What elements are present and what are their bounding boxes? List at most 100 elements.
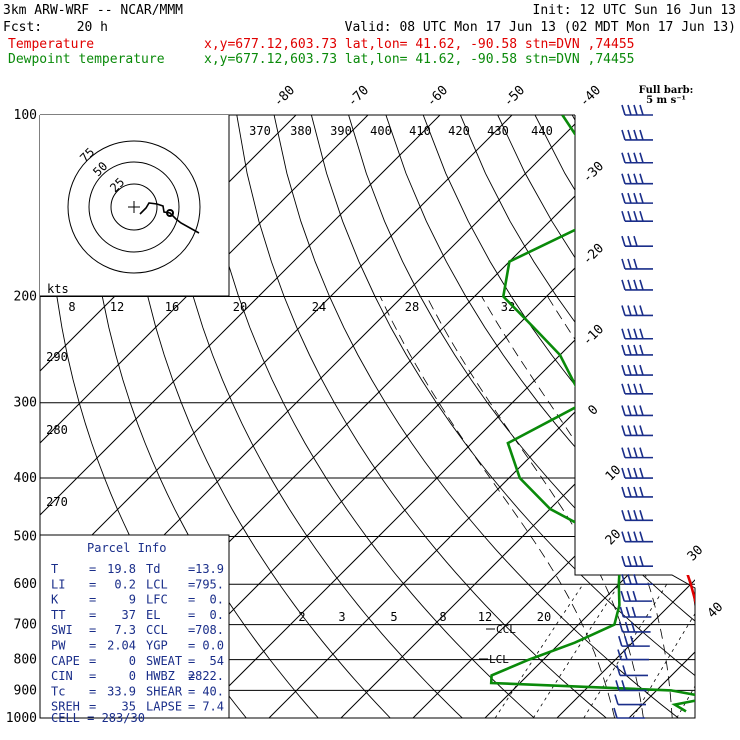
- temperature-label--50: -50: [501, 83, 528, 110]
- mixing-ratio-label-5: 5: [390, 610, 397, 624]
- wind-barb-1000: [613, 707, 645, 719]
- dry-adiabat-390: [646, 115, 695, 718]
- ccl-label: CCL: [496, 623, 516, 636]
- parcel-row-0-label-a: T: [51, 562, 58, 576]
- dry-adiabat-280: [236, 115, 623, 718]
- parcel-row-3-label-b: EL: [146, 608, 160, 622]
- barb-note-line2: 5 m s⁻¹: [646, 95, 686, 106]
- parcel-row-8-eq-a: =: [89, 684, 96, 698]
- isotherm--20: [412, 115, 695, 718]
- mixing-ratio-label-3: 3: [338, 610, 345, 624]
- parcel-row-9-label-b: LAPSE: [146, 700, 182, 714]
- parcel-row-2-eq-a: =: [89, 593, 96, 607]
- dry-adiabat-380: [609, 115, 695, 718]
- hodograph-trace: [139, 202, 200, 234]
- parcel-row-7-label-a: CIN: [51, 669, 73, 683]
- wind-barb-130: [621, 173, 653, 185]
- wind-barb-850: [616, 665, 648, 677]
- temperature-label-40: 40: [705, 600, 727, 622]
- theta-label-370: 370: [249, 124, 271, 138]
- wind-barb-315: [621, 405, 653, 417]
- parcel-row-5-value-b: 0.0: [202, 639, 224, 653]
- parcel-row-8-value-b: 40.: [202, 684, 224, 698]
- isotherm--110: [40, 115, 369, 718]
- parcel-row-6-value-b: 54: [210, 654, 224, 668]
- upper-scale-label-28: 28: [405, 300, 419, 314]
- parcel-row-6-eq-a: =: [89, 654, 96, 668]
- dry-adiabat-360: [534, 115, 695, 718]
- parcel-row-0-eq-a: =: [89, 562, 96, 576]
- temperature-location: x,y=677.12,603.73 lat,lon= 41.62, -90.58…: [204, 37, 634, 52]
- parcel-row-4-eq-b: =: [188, 623, 195, 637]
- wind-barb-900: [615, 680, 647, 692]
- theta-label-400: 400: [370, 124, 392, 138]
- dry-adiabat-400: [683, 115, 695, 718]
- theta-label-380: 380: [290, 124, 312, 138]
- upper-scale-label-12: 12: [110, 300, 124, 314]
- mixing-ratio-12: [676, 583, 695, 718]
- upper-scale-label-16: 16: [165, 300, 179, 314]
- storm-motion-marker: [166, 209, 174, 217]
- moist-adiabat-3: [547, 296, 695, 718]
- theta-label-390: 390: [330, 124, 352, 138]
- wind-barb-100: [621, 104, 653, 116]
- parcel-cell: CELL = 283/30: [51, 711, 145, 725]
- theta-left-label-270: 270: [46, 495, 68, 509]
- parcel-row-8-label-b: SHEAR: [146, 684, 183, 698]
- parcel-row-8-eq-b: =: [188, 684, 195, 698]
- wind-barb-column: [613, 104, 653, 719]
- isotherm-10: [628, 115, 695, 718]
- forecast-hour: 20 h: [77, 20, 108, 35]
- dry-adiabat-260: [161, 115, 477, 718]
- mixing-ratio-label-2: 2: [298, 610, 305, 624]
- wind-barb-180: [621, 258, 653, 270]
- hodograph-units: kts: [47, 282, 69, 296]
- hodograph-ring-75: [67, 140, 201, 274]
- pressure-label-800: 800: [14, 653, 37, 668]
- parcel-row-7-value-b: 2822.: [188, 669, 224, 683]
- wind-barb-400: [621, 467, 653, 479]
- temperature-label-10: 10: [603, 463, 625, 485]
- temperature-label--60: -60: [424, 83, 451, 110]
- parcel-row-9-eq-a: =: [89, 700, 96, 714]
- wind-barb-165: [621, 235, 653, 247]
- parcel-row-2-label-a: K: [51, 593, 59, 607]
- theta-label-440: 440: [531, 124, 553, 138]
- parcel-row-4-label-a: SWI: [51, 623, 73, 637]
- parcel-row-5-eq-b: =: [188, 639, 195, 653]
- upper-scale-label-24: 24: [312, 300, 326, 314]
- wind-barb-370: [621, 447, 653, 459]
- forecast-label: Fcst:: [3, 20, 42, 35]
- mixing-ratio-20: [735, 584, 740, 718]
- pressure-label-1000: 1000: [6, 711, 37, 726]
- parcel-row-4-eq-a: =: [89, 623, 96, 637]
- wind-barb-140: [621, 192, 653, 204]
- upper-scale-label-8: 8: [68, 300, 75, 314]
- parcel-row-3-value-a: 37: [122, 608, 136, 622]
- parcel-info-title: Parcel Info: [87, 541, 166, 555]
- wind-barb-560: [621, 555, 653, 567]
- parcel-row-6-value-a: 0: [129, 654, 136, 668]
- hodograph-inset: 75 50 25 kts: [40, 115, 230, 297]
- parcel-row-9-value-b: 7.4: [202, 700, 224, 714]
- pressure-label-700: 700: [14, 618, 37, 633]
- parcel-info-panel: Parcel Info T = 19.8 Td = 13.9LI = 0.2 LCL = 795.K…: [39, 534, 230, 725]
- wind-barb-195: [621, 279, 653, 291]
- wind-barb-680: [619, 606, 652, 618]
- mixing-ratio-3: [532, 583, 620, 718]
- temperature-label--40: -40: [577, 83, 604, 110]
- parcel-row-3-eq-a: =: [89, 608, 96, 622]
- parcel-row-4-value-b: 708.: [195, 623, 224, 637]
- isotherm--50: [196, 115, 695, 718]
- parcel-row-2-value-b: 0.: [210, 593, 224, 607]
- model-title: 3km ARW-WRF -- NCAR/MMM: [3, 3, 183, 18]
- parcel-row-0-eq-b: =: [188, 562, 195, 576]
- theta-left-label-280: 280: [46, 423, 68, 437]
- lcl-label: LCL: [489, 653, 509, 666]
- level-markers: CCL LCL: [479, 623, 516, 666]
- pressure-label-400: 400: [14, 471, 37, 486]
- theta-label-410: 410: [409, 124, 431, 138]
- dewpoint-location: x,y=677.12,603.73 lat,lon= 41.62, -90.58…: [204, 52, 634, 67]
- pressure-axis-labels: 100 200 300 400 500 600 700 800 900 1000: [6, 108, 37, 726]
- isotherm-0: [556, 115, 695, 718]
